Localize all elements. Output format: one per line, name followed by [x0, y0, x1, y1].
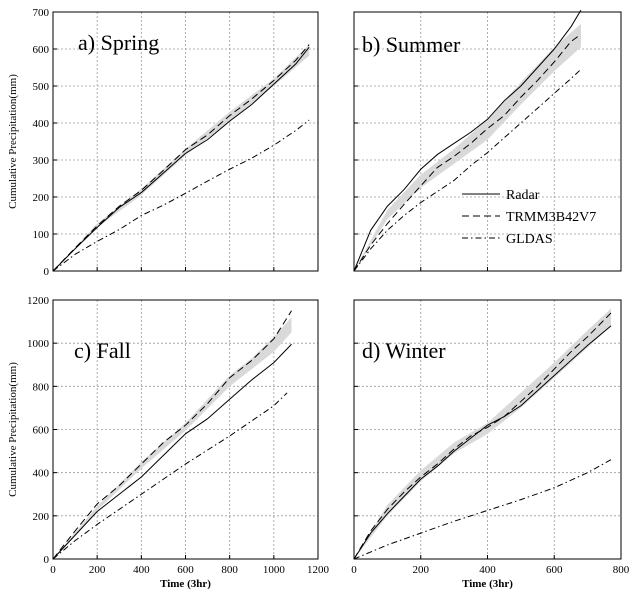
y-tick-label: 0	[44, 554, 50, 566]
series-line-radar	[353, 9, 582, 272]
y-tick-label: 500	[33, 81, 50, 93]
legend: Radar TRMM3B42V7 GLDAS	[462, 188, 596, 247]
series-line-gldas	[353, 68, 582, 272]
panel-3: 0 200 400 600 800 1000 1200 0 200 400 600 800 1000 12…	[7, 295, 330, 590]
series-line-trmm3b42v7	[52, 310, 292, 560]
y-tick-label: 300	[33, 155, 50, 167]
series-line-radar	[52, 46, 310, 272]
panel-4: 0 200 400 600 800 d) Winter Time (3hr)	[351, 299, 630, 590]
x-tick-label: 200	[413, 564, 430, 576]
y-tick-label: 200	[33, 511, 50, 523]
panel-title: a) Spring	[78, 30, 159, 55]
y-tick-label: 400	[33, 118, 50, 130]
x-axis-label: Time (3hr)	[462, 578, 513, 590]
x-tick-label: 600	[546, 564, 563, 576]
x-tick-label: 1200	[307, 564, 330, 576]
y-tick-label: 1000	[27, 338, 50, 350]
uncertainty-band	[354, 23, 581, 272]
x-tick-label: 600	[177, 564, 194, 576]
series-line-trmm3b42v7	[52, 44, 310, 272]
uncertainty-band	[53, 317, 292, 559]
series-line-radar	[52, 343, 292, 560]
series-line-gldas	[52, 392, 288, 560]
y-tick-label: 400	[33, 468, 50, 480]
panel-title: c) Fall	[74, 338, 131, 363]
legend-label-radar: Radar	[506, 188, 540, 203]
y-tick-label: 200	[33, 192, 50, 204]
panel-title: b) Summer	[362, 32, 461, 57]
y-tick-label: 700	[33, 7, 50, 19]
y-tick-label: 600	[33, 44, 50, 56]
x-axis-label: Time (3hr)	[160, 578, 211, 590]
x-tick-label: 0	[351, 564, 357, 576]
legend-label-gldas: GLDAS	[506, 232, 553, 247]
y-axis-label: Cumulative Precipitation(mm)	[7, 74, 19, 209]
x-tick-label: 200	[89, 564, 106, 576]
x-tick-label: 800	[613, 564, 630, 576]
x-tick-label: 800	[221, 564, 238, 576]
y-axis-label: Cumulative Precipitation(mm)	[7, 362, 19, 497]
panel-1: 0 100 200 300 400 500 600 700 a) Spring Cumulativ…	[7, 7, 319, 278]
x-tick-label: 400	[133, 564, 150, 576]
series-line-gldas	[52, 119, 310, 272]
panel-title: d) Winter	[362, 338, 446, 363]
x-tick-label: 1000	[263, 564, 286, 576]
y-tick-label: 0	[44, 266, 50, 278]
y-tick-label: 100	[33, 229, 50, 241]
series-line-trmm3b42v7	[353, 33, 582, 272]
x-tick-label: 400	[479, 564, 496, 576]
panel-2: b) Summer	[353, 9, 622, 272]
y-tick-label: 600	[33, 425, 50, 437]
uncertainty-band	[354, 308, 611, 559]
series-line-trmm3b42v7	[353, 312, 612, 560]
legend-label-trmm3b42v7: TRMM3B42V7	[506, 210, 596, 225]
x-tick-label: 0	[50, 564, 56, 576]
y-tick-label: 800	[33, 381, 50, 393]
y-tick-label: 1200	[27, 295, 50, 307]
